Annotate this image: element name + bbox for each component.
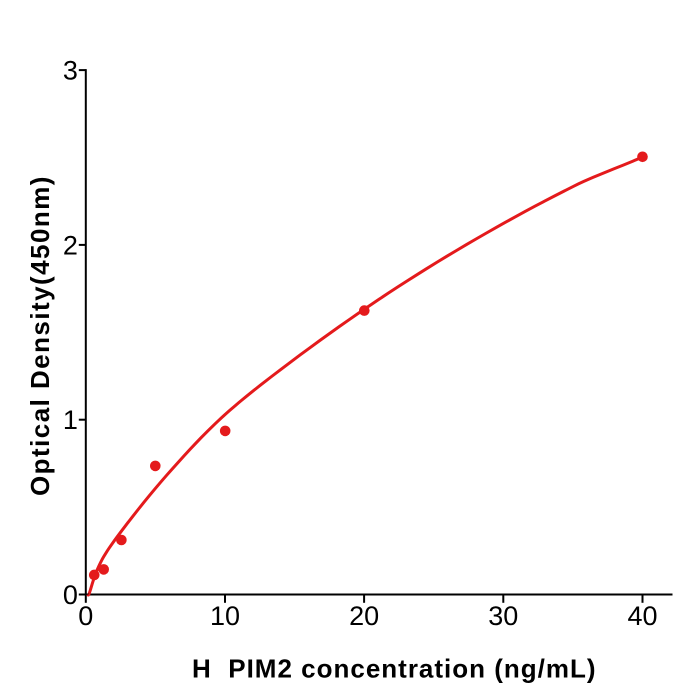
svg-text:1: 1 (63, 405, 78, 435)
svg-text:40: 40 (627, 601, 657, 631)
svg-text:0: 0 (78, 601, 93, 631)
svg-text:0: 0 (63, 580, 78, 610)
svg-text:Optical Density(450nm): Optical Density(450nm) (25, 175, 55, 496)
svg-text:2: 2 (63, 230, 78, 260)
svg-text:30: 30 (488, 601, 518, 631)
svg-text:10: 10 (210, 601, 240, 631)
svg-text:3: 3 (63, 56, 78, 86)
svg-text:20: 20 (349, 601, 379, 631)
svg-text:H PIM2 concentration (ng/mL): H PIM2 concentration (ng/mL) (192, 654, 597, 684)
